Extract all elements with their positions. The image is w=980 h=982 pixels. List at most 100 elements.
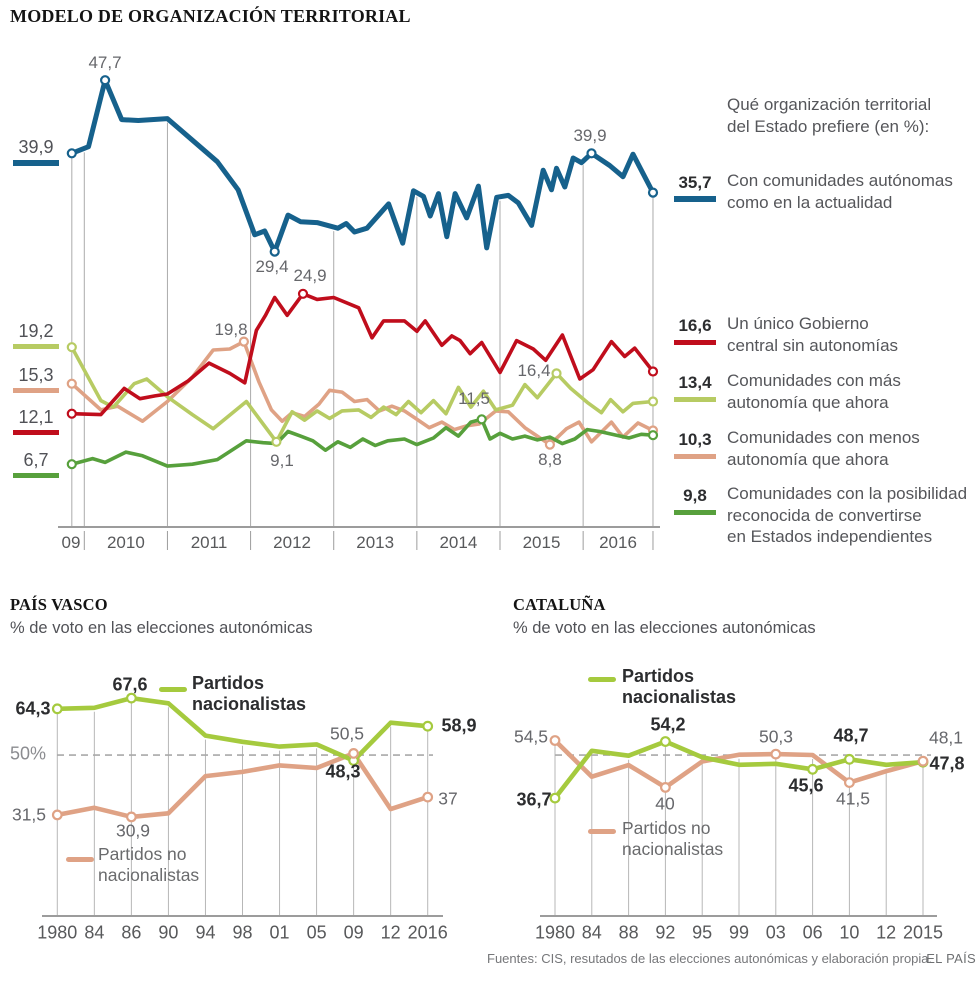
x-axis-label: 09 — [61, 533, 81, 552]
edge-label-value: 39,9 — [18, 137, 54, 157]
x-axis-label: 2010 — [106, 533, 145, 552]
annotation: 48,1 — [928, 727, 964, 748]
series-nacionalistas — [54, 695, 431, 763]
edge-label-value: 12,1 — [18, 407, 54, 427]
legend-label: Partidos nacionalistas — [622, 666, 737, 707]
series-color-swatch — [13, 430, 59, 435]
data-point-marker — [238, 336, 249, 347]
data-point-marker — [99, 75, 111, 86]
data-point-marker — [647, 396, 659, 407]
legend-label: Comunidades con más autonomía que ahora — [727, 371, 901, 412]
x-axis-label: 90 — [158, 922, 179, 943]
series-nacionalistas — [552, 739, 926, 801]
legend-label: Comunidades con la posibilidad reconocid… — [727, 484, 968, 546]
edge-label: 39,9 — [13, 137, 59, 166]
series-color-swatch — [674, 510, 716, 515]
annotation: 48,3 — [325, 761, 361, 782]
x-axis-label: 88 — [618, 922, 639, 943]
legend-label: Con comunidades autónomas como en la act… — [727, 171, 953, 212]
x-axis-label: 03 — [765, 922, 786, 943]
annotation: 54,5 — [513, 726, 549, 747]
edge-label: 6,7 — [13, 450, 59, 478]
annotation: 54,2 — [650, 714, 686, 735]
x-axis-label: 2016 — [599, 533, 637, 552]
legend-label: Partidos no nacionalistas — [98, 844, 200, 885]
edge-label: 19,2 — [13, 321, 59, 349]
x-axis-label: 2014 — [439, 533, 478, 552]
data-point-marker — [551, 368, 562, 379]
legend-label: Partidos nacionalistas — [192, 673, 307, 714]
annotation: 41,5 — [835, 788, 871, 809]
legend-label: Un único Gobierno central sin autonomías — [727, 314, 899, 355]
cataluna-subtitle: % de voto en las elecciones autonómicas — [513, 619, 816, 637]
series-mas-autonomia — [70, 345, 655, 444]
series-color-swatch — [674, 196, 716, 202]
series-color-swatch — [13, 388, 59, 393]
annotation: 40 — [655, 793, 675, 814]
x-axis-label: 92 — [655, 922, 676, 943]
data-point-marker — [647, 430, 659, 441]
data-point-marker — [807, 763, 818, 775]
annotation: 50,5 — [329, 723, 365, 744]
annotation: 64,3 — [15, 698, 51, 719]
data-point-marker — [660, 782, 671, 793]
series-independientes — [70, 417, 655, 468]
legend-value: 10,3 — [678, 430, 712, 449]
data-point-marker — [348, 748, 360, 759]
pais-vasco-subtitle: % de voto en las elecciones autonómicas — [10, 619, 313, 637]
x-axis-label: 84 — [581, 922, 602, 943]
data-point-marker — [66, 342, 77, 353]
annotation: 67,6 — [112, 674, 148, 695]
series-no-nacionalistas — [54, 751, 431, 820]
data-point-marker — [66, 408, 77, 419]
x-axis-label: 01 — [269, 922, 290, 943]
annotation: 29,4 — [255, 257, 289, 276]
data-point-marker — [549, 735, 561, 746]
annotation: 50% — [9, 743, 47, 764]
x-axis-label: 1980 — [37, 922, 78, 943]
x-axis-label: 12 — [876, 922, 897, 943]
series-color-swatch — [66, 857, 94, 862]
x-axis-label: 1980 — [534, 922, 576, 943]
series-color-swatch — [13, 344, 59, 349]
data-point-marker — [844, 753, 855, 765]
series-actualidad — [69, 77, 656, 255]
x-axis-label: 2016 — [407, 922, 448, 943]
edge-label-value: 19,2 — [18, 321, 54, 341]
annotation: 9,1 — [270, 451, 294, 470]
page-title: MODELO DE ORGANIZACIÓN TERRITORIAL — [10, 6, 411, 26]
series-color-swatch — [674, 340, 716, 345]
x-axis-label: 2015 — [902, 922, 944, 943]
edge-label-value: 15,3 — [18, 365, 54, 385]
annotation: 24,9 — [293, 266, 327, 285]
annotation: 50,3 — [758, 726, 794, 747]
series-no-nacionalistas — [552, 738, 926, 790]
x-axis-label: 05 — [306, 922, 327, 943]
annotation: 48,7 — [833, 725, 869, 746]
series-gobierno-central — [70, 291, 655, 417]
x-axis-label: 95 — [692, 922, 713, 943]
x-axis-label: 06 — [802, 922, 823, 943]
x-axis-label: 86 — [121, 922, 142, 943]
x-axis-label: 10 — [839, 922, 860, 943]
series-color-swatch — [13, 473, 59, 478]
annotation: 47,7 — [88, 53, 122, 72]
data-point-marker — [770, 748, 782, 760]
cataluna-title: CATALUÑA — [513, 595, 606, 614]
data-point-marker — [422, 791, 434, 803]
annotation: 36,7 — [516, 789, 552, 810]
x-axis-label: 12 — [380, 922, 401, 943]
series-color-swatch — [674, 397, 716, 402]
data-point-marker — [125, 811, 137, 823]
pais-vasco-title: PAÍS VASCO — [10, 595, 108, 614]
x-axis-label: 94 — [195, 922, 216, 943]
annotation: 16,4 — [517, 361, 551, 380]
x-axis-label: 2015 — [522, 533, 561, 552]
data-point-marker — [586, 148, 597, 159]
annotation: 30,9 — [115, 820, 151, 841]
main-legend-title: Qué organización territorial del Estado … — [727, 95, 932, 136]
annotation: 19,8 — [214, 320, 248, 339]
